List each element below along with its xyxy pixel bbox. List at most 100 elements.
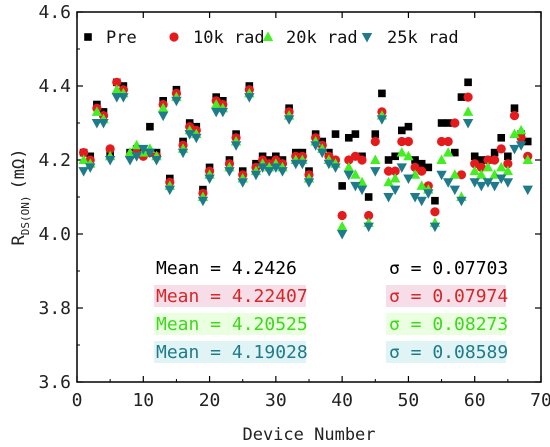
data-point — [515, 124, 527, 135]
data-point — [476, 162, 486, 172]
stat-highlight — [386, 285, 506, 307]
data-point — [204, 174, 215, 184]
data-point — [482, 161, 494, 172]
data-point — [244, 93, 255, 103]
data-point — [111, 93, 122, 103]
data-point — [237, 178, 248, 188]
legend-label: 20k rad — [286, 28, 358, 48]
data-point — [177, 148, 189, 159]
data-point — [356, 185, 368, 196]
data-point — [389, 173, 401, 183]
data-point — [456, 196, 467, 207]
data-point — [417, 159, 426, 168]
data-point — [509, 144, 520, 155]
data-point — [370, 167, 381, 177]
data-point — [376, 115, 388, 125]
data-point — [424, 163, 433, 172]
data-point — [250, 170, 262, 181]
data-point — [470, 152, 479, 161]
data-point — [343, 170, 354, 181]
data-point — [516, 133, 526, 143]
y-axis-title-subscript: DS(ON) — [19, 195, 32, 235]
y-tick-label: 3.6 — [38, 372, 71, 393]
data-point — [397, 136, 407, 147]
data-point — [383, 176, 394, 187]
y-axis-title-unit: (mΩ) — [9, 149, 29, 190]
data-point — [105, 144, 115, 154]
data-point — [404, 122, 413, 131]
data-point — [230, 141, 242, 151]
data-point — [477, 156, 486, 164]
data-point — [490, 155, 500, 165]
sigma-annotation: σ = 0.07703 — [389, 258, 508, 279]
data-point — [522, 154, 533, 164]
data-point — [390, 166, 400, 176]
data-point — [496, 174, 507, 184]
data-point — [336, 230, 348, 240]
data-point — [297, 159, 308, 170]
data-point — [383, 193, 394, 203]
data-point — [409, 193, 421, 203]
data-point — [171, 96, 182, 107]
stat-highlight — [154, 285, 306, 307]
data-point — [437, 119, 446, 127]
data-point — [157, 102, 169, 113]
x-tick-label: 50 — [398, 390, 420, 411]
data-point — [164, 185, 175, 196]
data-point — [336, 221, 348, 231]
data-point — [456, 170, 467, 180]
data-point — [496, 144, 506, 154]
data-point — [79, 148, 89, 158]
data-point — [497, 134, 506, 142]
data-point — [515, 141, 527, 151]
data-point — [398, 126, 406, 135]
data-point — [98, 119, 109, 129]
data-point — [449, 185, 461, 196]
x-tick-label: 40 — [331, 390, 353, 411]
data-point — [436, 170, 447, 181]
data-point — [443, 147, 454, 157]
data-point — [157, 111, 169, 122]
x-tick-label: 20 — [199, 390, 221, 411]
sigma-annotation: σ = 0.07974 — [389, 286, 508, 307]
legend-label: Pre — [106, 28, 137, 48]
x-tick-label: 10 — [132, 390, 154, 411]
legend-label: 10k rad — [193, 28, 265, 48]
data-point — [323, 159, 335, 170]
data-point — [344, 134, 353, 142]
data-point — [450, 118, 460, 128]
y-tick-label: 4.0 — [38, 224, 71, 245]
data-point — [337, 210, 347, 221]
y-tick-label: 4.4 — [38, 76, 71, 97]
y-axis-title: RDS(ON) (mΩ) — [9, 149, 32, 246]
sigma-annotation: σ = 0.08589 — [389, 342, 508, 363]
stat-highlight — [386, 341, 506, 363]
data-point — [430, 207, 440, 217]
data-point — [403, 150, 414, 161]
data-point — [403, 174, 414, 184]
data-point — [184, 130, 195, 140]
data-point — [489, 181, 500, 192]
data-point — [462, 106, 474, 116]
data-point — [211, 99, 222, 109]
data-point — [264, 167, 275, 177]
stat-highlight — [154, 341, 306, 363]
series-3 — [78, 93, 533, 240]
data-point — [403, 136, 414, 147]
data-point — [357, 155, 367, 165]
data-point — [363, 222, 374, 233]
data-point — [384, 156, 393, 164]
data-point — [350, 181, 361, 192]
data-point — [464, 78, 472, 87]
legend-marker — [262, 31, 274, 41]
data-point — [449, 169, 461, 179]
data-point — [277, 167, 288, 177]
data-point — [396, 147, 407, 157]
data-point — [469, 178, 480, 188]
mean-annotation: Mean = 4.20525 — [156, 314, 308, 335]
mean-annotation: Mean = 4.22407 — [156, 286, 308, 307]
data-markers — [78, 77, 533, 240]
x-axis-title: Device Number — [242, 425, 375, 445]
data-point — [444, 119, 452, 127]
data-point — [416, 196, 427, 207]
